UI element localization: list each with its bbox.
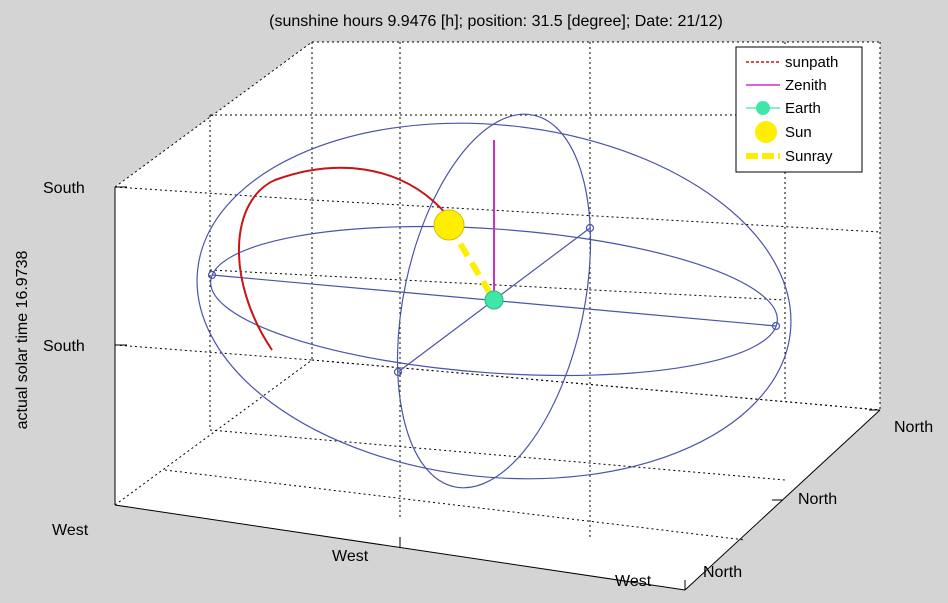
y-tick-north-1: North	[703, 564, 742, 581]
legend-earth-swatch	[756, 101, 770, 115]
x-tick-west-2: West	[332, 548, 369, 565]
sun-marker	[433, 209, 465, 241]
tilted-orbit-ellipse	[196, 122, 792, 480]
legend: sunpath Zenith Earth Sun Sunray	[735, 46, 863, 173]
axes-face	[115, 42, 880, 590]
sunray-line	[446, 223, 497, 302]
axis-lines	[114, 186, 881, 591]
x-tick-west-1: West	[52, 522, 89, 539]
legend-sun-swatch	[755, 121, 777, 143]
legend-sunpath-label: sunpath	[785, 54, 838, 71]
legend-sun-label: Sun	[785, 124, 812, 141]
y-tick-north-2: North	[798, 491, 837, 508]
meridian-circle	[396, 113, 592, 489]
y-tick-north-3: North	[894, 419, 933, 436]
y-axis-label: actual solar time 16.9738	[14, 251, 31, 430]
earth-marker	[484, 290, 504, 310]
legend-zenith-label: Zenith	[785, 77, 827, 94]
horizon-circle	[210, 225, 778, 377]
x-tick-west-3: West	[615, 573, 652, 590]
z-tick-south-top: South	[43, 180, 85, 197]
grid-lines	[114, 41, 881, 541]
legend-sunray-label: Sunray	[785, 148, 833, 165]
plot-title: (sunshine hours 9.9476 [h]; position: 31…	[269, 13, 723, 30]
sunpath-curve	[237, 166, 449, 351]
z-tick-south-mid: South	[43, 338, 85, 355]
legend-earth-label: Earth	[785, 100, 821, 117]
